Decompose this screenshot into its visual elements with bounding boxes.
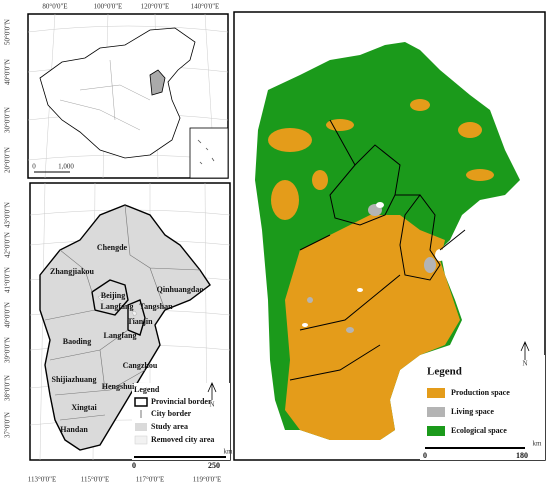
city-label: Xingtai	[71, 403, 97, 412]
lat-label: 37°0'0"N	[4, 412, 12, 438]
lat-label: 50°0'0"N	[4, 19, 12, 45]
scale-label: 250	[208, 461, 220, 470]
legend-item: Provincial border	[151, 397, 212, 406]
lat-label: 39°0'0"N	[4, 337, 12, 363]
north-label: N	[522, 360, 527, 368]
unclassified-patch	[357, 288, 363, 292]
legend-swatch	[427, 388, 445, 398]
islands	[197, 139, 215, 165]
lon-label: 115°0'0"E	[81, 476, 109, 484]
city-label: Cangzhou	[123, 361, 158, 370]
city-label: Tangshan	[139, 302, 173, 311]
legend-title: Legend	[427, 366, 462, 378]
legend-item: Removed city area	[151, 435, 214, 444]
lat-label: 41°0'0"N	[4, 267, 12, 293]
living-patch	[346, 327, 354, 333]
production-patch	[458, 122, 482, 138]
hebei-area	[39, 204, 211, 451]
south-china-sea-box	[189, 127, 229, 179]
north-arrow-right	[520, 341, 530, 360]
legend-swatch	[427, 407, 445, 417]
scale-label: 1,000	[58, 163, 74, 171]
production-area	[285, 215, 460, 440]
tianjin-area	[127, 299, 146, 336]
lon-label: 140°0'0"E	[191, 3, 220, 11]
city-label: Langfang	[101, 302, 134, 311]
legend-swatch	[427, 426, 445, 436]
study-area-highlight	[149, 69, 166, 96]
production-patch	[271, 180, 299, 220]
city-label: Handan	[60, 425, 88, 434]
city-label: Qinhuangdao	[157, 285, 204, 294]
legend-item: Living space	[451, 407, 494, 416]
legend-symbol-removed	[134, 435, 148, 445]
lon-label: 120°0'0"E	[141, 3, 170, 11]
scale-label: 0	[132, 461, 136, 470]
legend-symbol-provincial	[134, 397, 148, 407]
production-patch	[326, 119, 354, 131]
lat-label: 20°0'0"N	[4, 147, 12, 173]
lon-label: 119°0'0"E	[193, 476, 221, 484]
lat-label: 42°0'0"N	[4, 232, 12, 258]
legend-title: Legend	[134, 385, 160, 394]
lon-label: 113°0'0"E	[28, 476, 56, 484]
legend-item: Study area	[151, 422, 188, 431]
production-patch	[268, 128, 312, 152]
legend-item: Ecological space	[451, 426, 507, 435]
north-label: N	[209, 401, 214, 409]
production-patch	[410, 99, 430, 111]
lat-label: 30°0'0"N	[4, 107, 12, 133]
scale-unit: km	[224, 448, 234, 456]
lon-label: 100°0'0"E	[94, 3, 123, 11]
legend-symbol-study	[135, 423, 147, 431]
lat-label: 40°0'0"N	[4, 302, 12, 328]
city-label: Hengshui	[102, 382, 135, 391]
lat-label: 40°0'0"N	[4, 59, 12, 85]
scale-unit: km	[533, 440, 543, 448]
scale-label: 0	[32, 163, 36, 171]
region-legend-box	[132, 383, 230, 460]
inset-provinces	[59, 59, 151, 131]
north-arrow	[207, 382, 217, 400]
city-label: Langfang	[104, 331, 137, 340]
unclassified-patch	[376, 202, 384, 208]
city-label: Zhangjiakou	[50, 267, 95, 276]
living-patch	[307, 297, 313, 303]
living-patch	[424, 257, 436, 273]
china-outline	[39, 27, 196, 159]
lon-label: 80°0'0"E	[42, 3, 67, 11]
land-use-borders	[289, 119, 466, 381]
city-label: Baoding	[63, 337, 91, 346]
scale-label: 0	[423, 451, 427, 460]
unclassified-patch	[302, 323, 308, 327]
legend-item: City border	[151, 409, 192, 418]
land-use-map	[255, 42, 520, 440]
legend-item: Production space	[451, 388, 510, 397]
lat-label: 38°0'0"N	[4, 375, 12, 401]
city-label: Tianjin	[127, 317, 153, 326]
lon-label: 117°0'0"E	[136, 476, 164, 484]
production-patch	[466, 169, 494, 181]
city-label: Beijing	[101, 291, 125, 300]
removed-city-area	[59, 294, 138, 383]
lat-label: 43°0'0"N	[4, 202, 12, 228]
city-label: Chengde	[97, 243, 128, 252]
city-label: Shijiazhuang	[52, 375, 97, 384]
unclassified-patch	[435, 249, 445, 261]
production-patch	[312, 170, 328, 190]
city-borders	[44, 204, 201, 421]
scale-label: 180	[516, 451, 528, 460]
